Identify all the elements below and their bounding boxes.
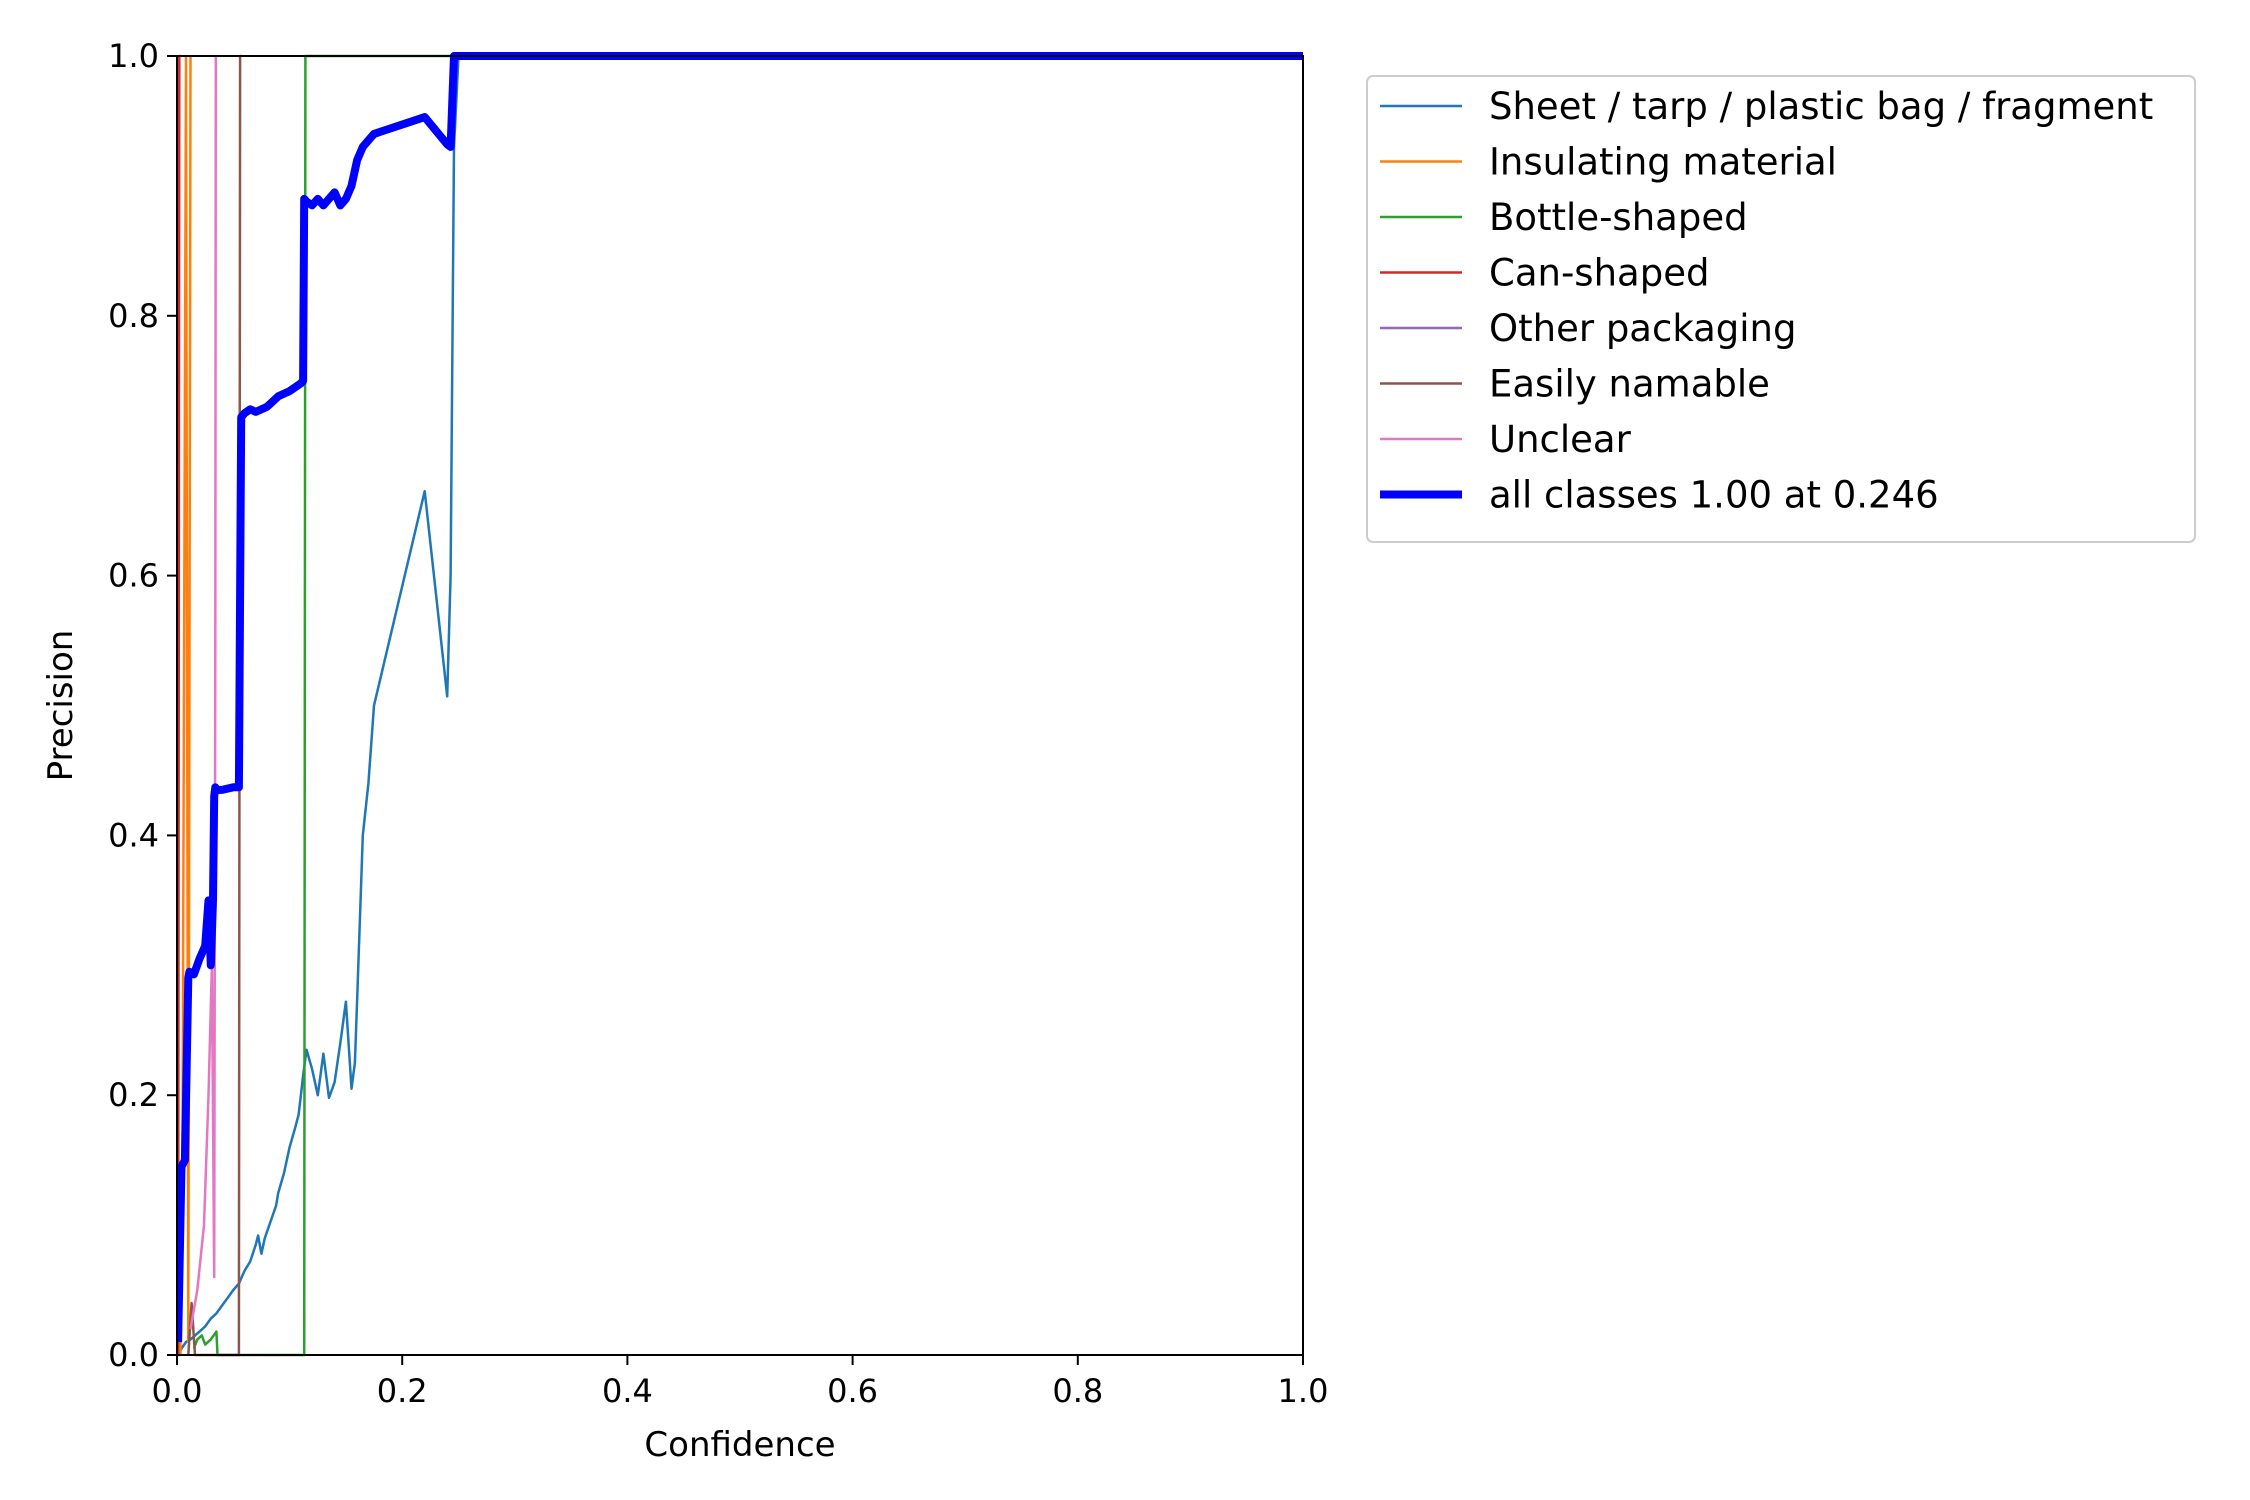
y-axis-label: Precision	[41, 630, 81, 782]
legend-label-0: Sheet / tarp / plastic bag / fragment	[1489, 85, 2153, 128]
legend-label-1: Insulating material	[1489, 141, 1837, 184]
legend-label-4: Other packaging	[1489, 307, 1796, 350]
x-tick-label: 1.0	[1278, 1372, 1329, 1410]
y-tick-label: 0.6	[108, 557, 159, 595]
series-line-6	[189, 55, 218, 1330]
series-line-2	[192, 54, 1303, 1357]
x-axis-label: Confidence	[644, 1425, 835, 1465]
legend-label-6: Unclear	[1489, 418, 1632, 461]
x-tick-label: 0.6	[827, 1372, 878, 1410]
legend-box	[1366, 75, 2196, 543]
legend-label-2: Bottle-shaped	[1489, 196, 1748, 239]
axes-frame	[176, 55, 1304, 1356]
x-tick-label: 0.4	[602, 1372, 653, 1410]
x-axis: 0.0 0.2 0.4 0.6 0.8 1.0	[152, 1355, 1329, 1410]
series-line-7	[177, 52, 1303, 1343]
legend-label-3: Can-shaped	[1489, 252, 1709, 295]
legend: Sheet / tarp / plastic bag / fragment Ins…	[1366, 75, 2196, 543]
plot-area	[176, 52, 1304, 1357]
y-tick-label: 1.0	[108, 37, 159, 75]
legend-label-5: Easily namable	[1489, 363, 1770, 406]
y-tick-label: 0.4	[108, 816, 159, 854]
y-axis: 0.0 0.2 0.4 0.6 0.8 1.0	[108, 37, 177, 1374]
y-tick-label: 0.0	[108, 1336, 159, 1374]
x-tick-label: 0.8	[1052, 1372, 1103, 1410]
x-tick-label: 0.2	[377, 1372, 428, 1410]
y-tick-label: 0.2	[108, 1076, 159, 1114]
legend-label-7: all classes 1.00 at 0.246	[1489, 474, 1939, 517]
y-tick-label: 0.8	[108, 297, 159, 335]
series-line-0	[177, 54, 1303, 1356]
x-tick-label: 0.0	[152, 1372, 203, 1410]
